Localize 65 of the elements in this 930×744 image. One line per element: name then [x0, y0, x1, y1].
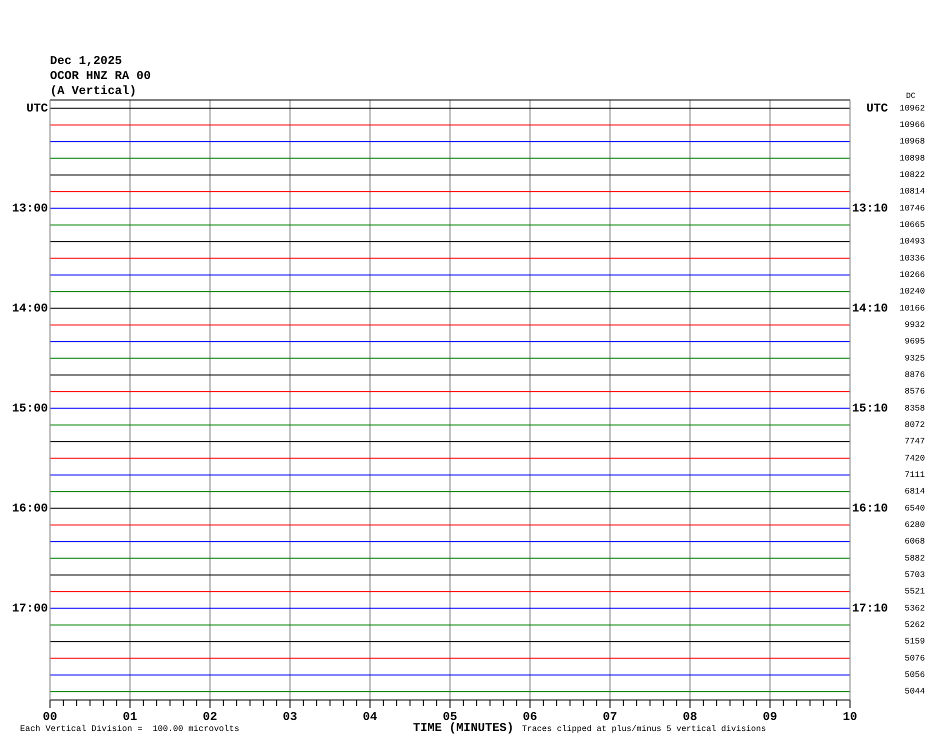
text: 5076: [904, 653, 925, 664]
text: 5044: [904, 686, 925, 697]
text: 5262: [904, 620, 925, 630]
text: 10746: [899, 203, 925, 214]
y2-tick-label: 17:10: [852, 601, 888, 616]
y-tick-label: UTC: [26, 101, 48, 116]
text: 10822: [899, 170, 925, 180]
text: 5521: [904, 586, 925, 597]
text: 10968: [899, 136, 925, 147]
text: 6280: [904, 520, 925, 530]
text: 8072: [904, 420, 925, 430]
text: 6540: [904, 503, 925, 514]
chart-title: Dec 1,2025: [50, 54, 122, 69]
text: 7420: [904, 453, 925, 464]
y2-tick-label: UTC: [866, 101, 888, 116]
x-axis-title: TIME (MINUTES): [413, 721, 514, 736]
y2-tick-label: 16:10: [852, 501, 888, 516]
text: 10814: [899, 186, 925, 197]
x-tick-label: 08: [682, 710, 698, 724]
text: 10898: [899, 153, 925, 164]
x-tick-label: 00: [42, 710, 58, 724]
text: 10336: [899, 253, 925, 264]
text: 10240: [899, 286, 925, 297]
text: 8358: [904, 403, 925, 414]
text: 6814: [904, 486, 925, 497]
text: Traces clipped at plus/minus 5 vertical divisions: [522, 724, 766, 736]
text: 8576: [904, 386, 925, 397]
x-tick-label: 10: [842, 710, 858, 724]
y-tick-label: 14:00: [12, 301, 48, 316]
x-tick-label: 04: [362, 710, 378, 724]
text: 7111: [904, 470, 925, 480]
y-tick-label: 15:00: [12, 401, 48, 416]
text: Each Vertical Division = 100.00 microvolts: [20, 724, 240, 736]
text: 6068: [904, 536, 925, 547]
text: 9932: [904, 320, 925, 330]
y-tick-label: 16:00: [12, 501, 48, 516]
text: 5159: [904, 636, 925, 647]
y2-tick-label: 14:10: [852, 301, 888, 316]
text: 8876: [904, 370, 925, 380]
x-tick-label: 01: [122, 710, 138, 724]
text: 10966: [899, 120, 925, 130]
text: 5362: [904, 603, 925, 614]
x-tick-label: 09: [762, 710, 778, 724]
legend-title: DC: [906, 92, 916, 101]
x-tick-label: 06: [522, 710, 538, 724]
y-tick-label: 17:00: [12, 601, 48, 616]
text: 9325: [904, 353, 925, 364]
text: 9695: [904, 336, 925, 347]
text: 10962: [899, 103, 925, 114]
text: 10166: [899, 303, 925, 314]
text: 7747: [904, 436, 925, 447]
x-tick-label: 02: [202, 710, 218, 724]
y-tick-label: 13:00: [12, 201, 48, 216]
text: 10665: [899, 220, 925, 230]
y2-tick-label: 15:10: [852, 401, 888, 416]
chart-subtitle: OCOR HNZ RA 00: [50, 69, 151, 84]
text: (A Vertical): [50, 84, 136, 99]
text: 5882: [904, 553, 925, 564]
text: 10493: [899, 236, 925, 247]
text: 10266: [899, 270, 925, 280]
text: 5703: [904, 570, 925, 580]
text: 5056: [904, 670, 925, 680]
x-tick-label: 07: [602, 710, 618, 724]
x-tick-label: 03: [282, 710, 298, 724]
y2-tick-label: 13:10: [852, 201, 888, 216]
